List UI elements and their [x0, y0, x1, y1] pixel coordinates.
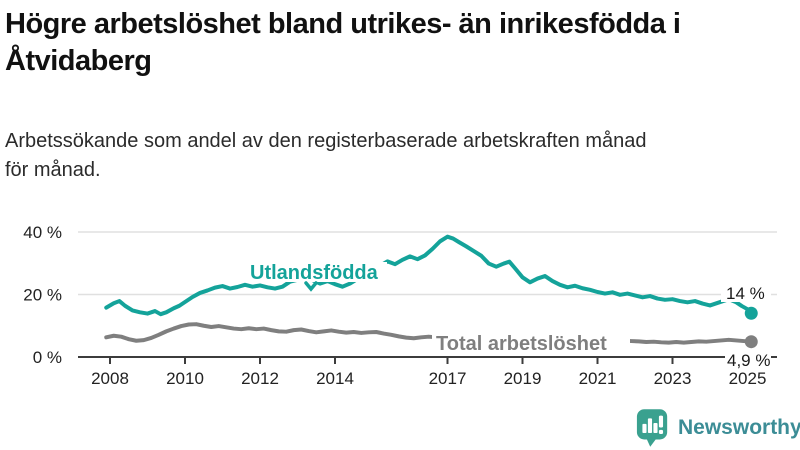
y-tick-label: 40 % [23, 223, 62, 242]
x-tick-label: 2021 [579, 369, 617, 388]
chart-grid: 0 % 20 % 40 % 2008 2010 2012 2014 2017 2019 2021 2… [23, 223, 777, 388]
chart-subtitle: Arbetssökande som andel av den registerb… [5, 127, 785, 185]
series-line [104, 234, 754, 317]
unemployment-line-chart: 0 % 20 % 40 % 2008 2010 2012 2014 2017 2019 2021 2… [23, 223, 777, 388]
x-tick-label: 2023 [654, 369, 692, 388]
newsworthy-wordmark: Newsworthy [678, 416, 800, 439]
series-label-total-arbetsloshet: Total arbetslöshet [436, 333, 607, 355]
end-label-halo [725, 352, 771, 368]
end-value-label-total: 4,9 % [727, 351, 770, 370]
newsworthy-logo: Newsworthy [636, 408, 800, 448]
y-tick-label: 20 % [23, 286, 62, 305]
series-end-dots [744, 306, 758, 349]
series-label-halo [432, 333, 630, 353]
newsworthy-bubble-chart-icon [636, 409, 668, 447]
x-tick-label: 2017 [429, 369, 467, 388]
x-tick-label: 2010 [166, 369, 204, 388]
series-line [104, 322, 754, 345]
x-tick-label: 2008 [91, 369, 129, 388]
end-label-halo [721, 285, 771, 302]
series-end-dot [744, 335, 758, 349]
chart-annotations: Utlandsfödda Total arbetslöshet 14 % 4,9… [247, 262, 771, 370]
x-tick-label: 2014 [316, 369, 354, 388]
chart-subtitle-line1: Arbetssökande som andel av den registerb… [5, 130, 647, 152]
series-label-utlandsfodda: Utlandsfödda [250, 262, 379, 284]
chart-subtitle-line2: för månad. [5, 159, 101, 181]
series-label-arrow-down-icon [304, 281, 318, 292]
x-tick-label: 2025 [729, 369, 767, 388]
y-tick-label: 0 % [33, 348, 62, 367]
chart-title-line2: Åtvidaberg [5, 45, 152, 77]
chart-series [104, 234, 754, 345]
series-label-halo [247, 262, 387, 282]
chart-title: Högre arbetslöshet bland utrikes- än inr… [5, 6, 795, 80]
series-end-dot [744, 306, 758, 320]
x-tick-label: 2012 [241, 369, 279, 388]
line-chart: 0 % 20 % 40 % 2008 2010 2012 2014 2017 2019 2021 2… [0, 205, 800, 400]
end-value-label-utlandsfodda: 14 % [726, 284, 765, 303]
x-tick-label: 2019 [504, 369, 542, 388]
chart-title-line1: Högre arbetslöshet bland utrikes- än inr… [5, 8, 681, 40]
